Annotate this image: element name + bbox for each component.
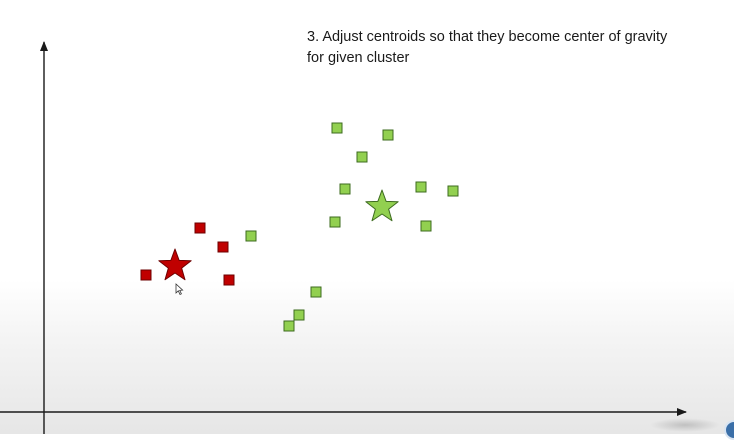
data-points bbox=[140, 122, 459, 332]
green-point-2 bbox=[382, 129, 394, 141]
red-point-3 bbox=[217, 241, 229, 253]
red-point-1 bbox=[140, 269, 152, 281]
green-point-3 bbox=[356, 151, 368, 163]
green-point-11 bbox=[293, 309, 305, 321]
red-point-4 bbox=[223, 274, 235, 286]
centroids bbox=[158, 189, 399, 281]
step-caption: 3. Adjust centroids so that they become … bbox=[307, 27, 734, 69]
green-point-1 bbox=[331, 122, 343, 134]
green-point-4 bbox=[339, 183, 351, 195]
red-point-2 bbox=[194, 222, 206, 234]
green-point-5 bbox=[415, 181, 427, 193]
green-point-6 bbox=[447, 185, 459, 197]
cursor-icon bbox=[175, 283, 184, 296]
red-centroid-star-icon bbox=[158, 248, 192, 281]
caption-line-2: for given cluster bbox=[307, 50, 410, 66]
caption-line-1: 3. Adjust centroids so that they become … bbox=[307, 29, 668, 45]
green-point-10 bbox=[310, 286, 322, 298]
green-point-8 bbox=[420, 220, 432, 232]
green-centroid-star-icon bbox=[365, 189, 399, 222]
green-point-9 bbox=[245, 230, 257, 242]
green-point-7 bbox=[329, 216, 341, 228]
player-badge-icon[interactable] bbox=[724, 420, 734, 440]
background-smudge bbox=[650, 418, 720, 432]
green-point-12 bbox=[283, 320, 295, 332]
